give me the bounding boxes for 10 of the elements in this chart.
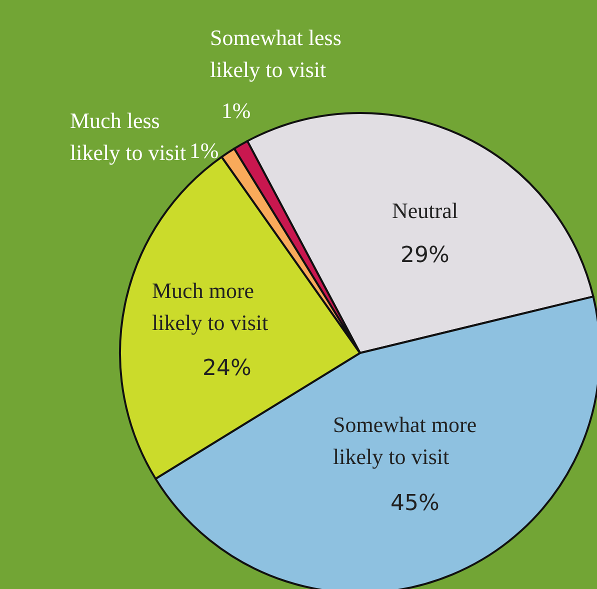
data-label: 45% bbox=[390, 491, 440, 516]
data-label: 1% bbox=[189, 138, 219, 163]
slice-label: Much less likely to visit bbox=[70, 108, 186, 165]
slice-label: Somewhat less likely to visit bbox=[210, 25, 342, 82]
data-label: 29% bbox=[400, 243, 450, 268]
slice-label: Much more likely to visit bbox=[152, 278, 268, 335]
slice-label: Neutral bbox=[392, 198, 458, 223]
slice-label: Somewhat more likely to visit bbox=[333, 412, 477, 469]
data-label: 1% bbox=[221, 98, 251, 123]
data-label: 24% bbox=[202, 356, 252, 381]
